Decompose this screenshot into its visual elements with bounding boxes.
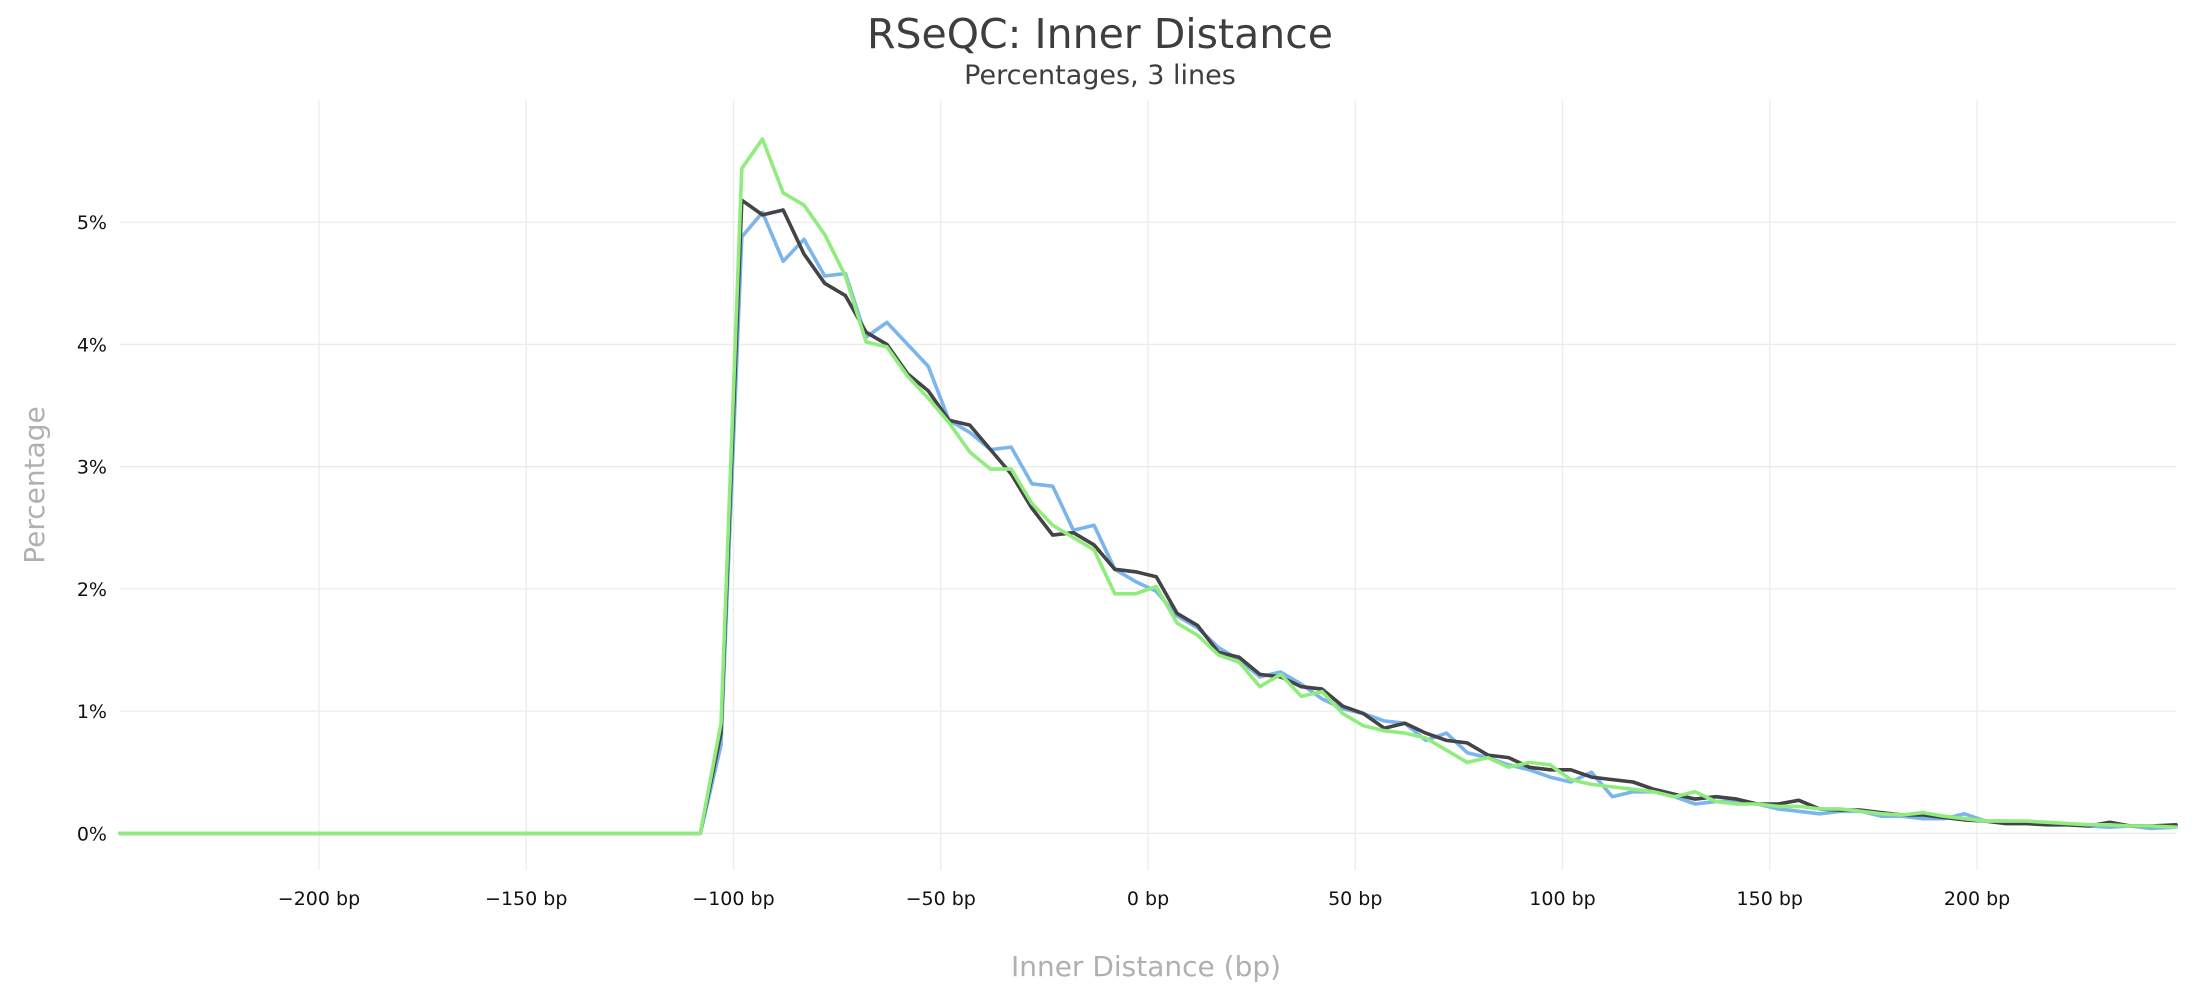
- y-tick-label: 5%: [77, 212, 107, 234]
- x-tick-label: −150 bp: [485, 888, 567, 910]
- x-tick-label: −50 bp: [906, 888, 976, 910]
- x-tick-label: −200 bp: [278, 888, 360, 910]
- x-tick-label: 50 bp: [1328, 888, 1382, 910]
- chart-title: RSeQC: Inner Distance: [867, 10, 1333, 58]
- series-3-line: [118, 137, 2178, 836]
- y-tick-label: 3%: [77, 457, 107, 479]
- y-tick-label: 0%: [77, 823, 107, 845]
- series-lines: [118, 137, 2178, 836]
- series-2-line: [118, 198, 2178, 836]
- y-tick-label: 4%: [77, 334, 107, 356]
- x-axis-label: Inner Distance (bp): [1011, 950, 1281, 983]
- chart-subtitle: Percentages, 3 lines: [964, 60, 1236, 91]
- gridlines: [120, 100, 2176, 870]
- y-axis-ticks: 0% 1% 2% 3% 4% 5%: [77, 212, 107, 845]
- x-tick-label: 200 bp: [1944, 888, 2010, 910]
- x-tick-label: −100 bp: [692, 888, 774, 910]
- x-tick-label: 150 bp: [1737, 888, 1803, 910]
- series-1-line: [118, 210, 2178, 836]
- x-axis-ticks: −200 bp −150 bp −100 bp −50 bp 0 bp 50 bp 100 …: [278, 888, 2010, 910]
- y-tick-label: 2%: [77, 579, 107, 601]
- y-axis-label: Percentage: [18, 406, 51, 564]
- x-tick-label: 100 bp: [1529, 888, 1595, 910]
- x-tick-label: 0 bp: [1127, 888, 1169, 910]
- y-tick-label: 1%: [77, 701, 107, 723]
